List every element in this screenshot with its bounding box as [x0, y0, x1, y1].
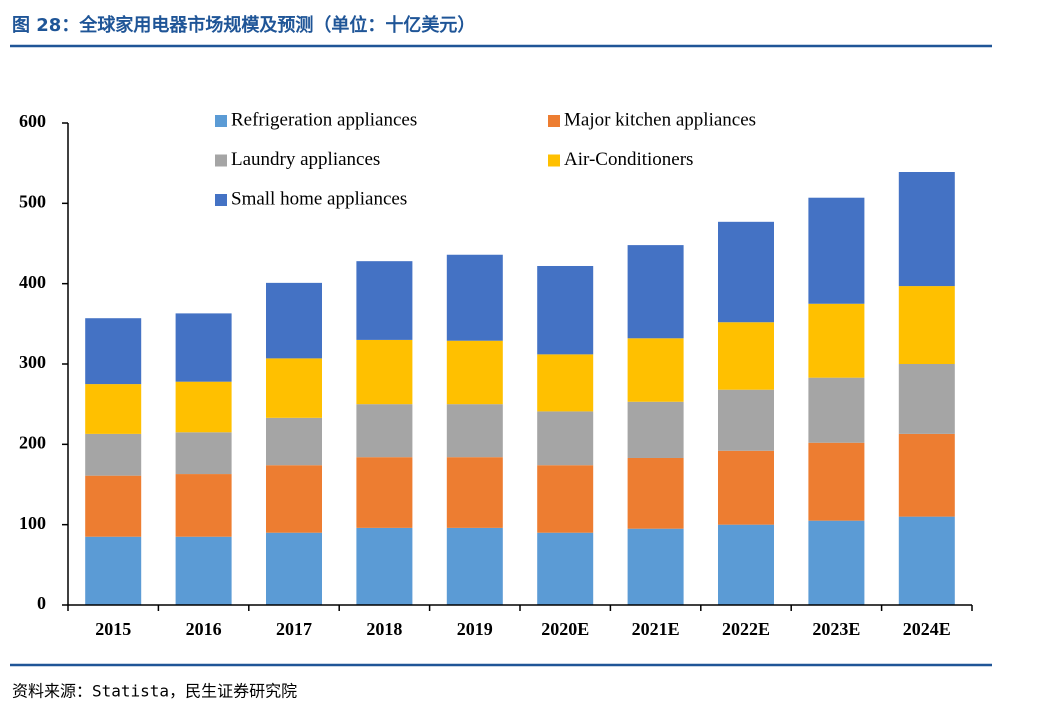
x-tick-label: 2023E [812, 619, 860, 639]
bar-segment [718, 322, 774, 390]
y-tick-label: 0 [37, 593, 46, 613]
bar-segment [898, 172, 955, 287]
y-tick-label: 300 [19, 352, 46, 372]
bar-segment [446, 457, 503, 528]
source-note: 资料来源：Statista，民生证券研究院 [12, 682, 297, 701]
bar-segment [85, 433, 142, 476]
bar-segment [266, 358, 322, 418]
legend-swatch [215, 194, 227, 206]
bar-segment [898, 364, 955, 434]
bar-segment [356, 527, 413, 605]
x-tick-label: 2015 [95, 619, 131, 639]
bar-segment [85, 536, 142, 605]
bar-segment [898, 433, 955, 517]
bar-segment [266, 282, 322, 359]
y-tick-label: 500 [19, 191, 46, 211]
bar-segment [627, 245, 684, 339]
legend-swatch [215, 115, 227, 127]
bar-segment [537, 354, 594, 412]
bar-segment [356, 404, 413, 458]
legend-swatch [548, 115, 560, 127]
bar-segment [175, 432, 232, 475]
legend-label: Small home appliances [231, 188, 407, 209]
bar-segment [537, 411, 594, 466]
legend-label: Laundry appliances [231, 149, 380, 170]
y-tick-label: 400 [19, 272, 46, 292]
x-tick-label: 2016 [186, 619, 222, 639]
bar-segment [266, 465, 322, 533]
x-tick-label: 2021E [632, 619, 680, 639]
bar-segment [446, 404, 503, 458]
bar-segment [446, 527, 503, 605]
bar-segment [808, 520, 865, 605]
chart-title: 图 28：全球家用电器市场规模及预测（单位：十亿美元） [12, 14, 475, 36]
x-tick-label: 2022E [722, 619, 770, 639]
legend-label: Refrigeration appliances [231, 109, 417, 130]
x-tick-label: 2018 [366, 619, 402, 639]
bar-segment [175, 313, 232, 382]
bar-segment [85, 384, 142, 434]
bar-segment [898, 286, 955, 364]
bar-segment [356, 339, 413, 405]
x-tick-label: 2017 [276, 619, 312, 639]
bar-segment [85, 475, 142, 537]
bar-segment [627, 528, 684, 605]
bar-segment [718, 389, 774, 451]
bar-segment [537, 465, 594, 533]
bar-segment [808, 197, 865, 304]
legend-swatch [215, 154, 227, 167]
bar-segment [266, 532, 322, 605]
bar-segment [356, 261, 413, 340]
bar-segment [808, 303, 865, 378]
legend-label: Air-Conditioners [564, 149, 693, 170]
x-tick-label: 2024E [903, 619, 951, 639]
bar-segment [718, 524, 774, 605]
bar-segment [718, 221, 774, 323]
legend-swatch [548, 154, 560, 167]
bar-segment [627, 338, 684, 402]
bar-segment [175, 474, 232, 537]
y-tick-label: 600 [19, 111, 46, 131]
bar-segment [446, 254, 503, 341]
legend-label: Major kitchen appliances [564, 109, 756, 130]
bar-segment [446, 340, 503, 405]
bar-segment [718, 450, 774, 525]
bar-segment [175, 536, 232, 605]
bar-segment [627, 401, 684, 458]
y-tick-label: 100 [19, 513, 46, 533]
bar-segment [537, 265, 594, 355]
bar-segment [175, 381, 232, 433]
bar-segment [808, 377, 865, 443]
x-tick-label: 2020E [541, 619, 589, 639]
bar-segment [898, 516, 955, 605]
bar-segment [537, 532, 594, 605]
bar-segment [808, 442, 865, 521]
bar-segment [627, 457, 684, 529]
x-tick-label: 2019 [457, 619, 493, 639]
bar-segment [266, 417, 322, 466]
bar-segment [356, 457, 413, 528]
bar-segment [85, 318, 142, 385]
y-tick-label: 200 [19, 432, 46, 452]
